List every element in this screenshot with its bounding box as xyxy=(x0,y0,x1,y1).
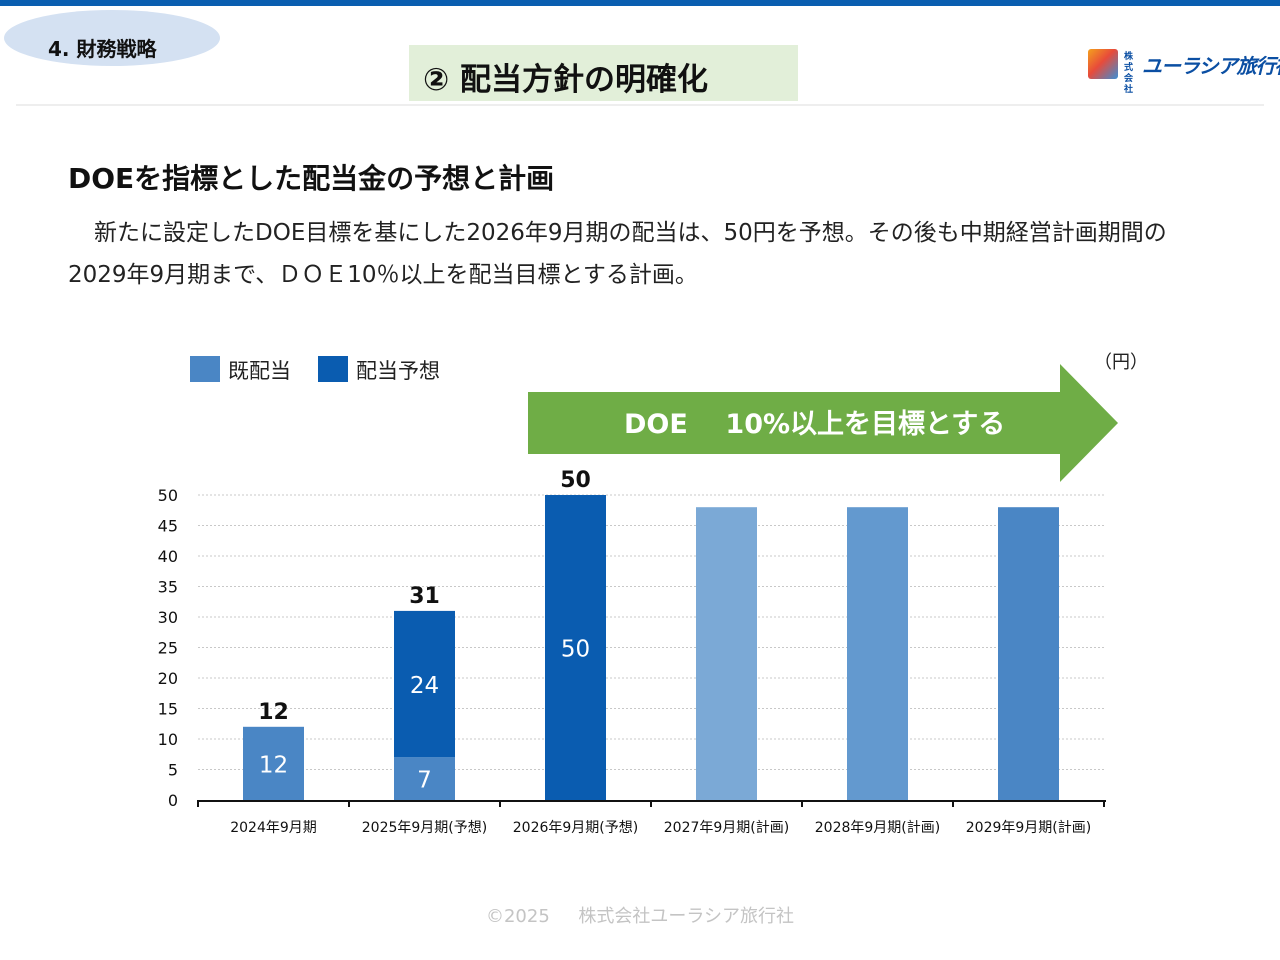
total-value-label: 50 xyxy=(560,468,591,493)
y-tick-label: 15 xyxy=(158,700,178,719)
bar-planned xyxy=(847,507,908,800)
bar-planned xyxy=(998,507,1059,800)
y-tick-label: 20 xyxy=(158,669,178,688)
logo-text: ユーラシア旅行社 xyxy=(1142,54,1280,78)
page-title: ② 配当方針の明確化 xyxy=(423,62,709,98)
y-tick-label: 30 xyxy=(158,608,178,627)
y-tick-label: 40 xyxy=(158,547,178,566)
footer-copyright: ©2025 株式会社ユーラシア旅行社 xyxy=(485,906,795,927)
section-heading: DOEを指標とした配当金の予想と計画 xyxy=(68,162,555,195)
x-category-label: 2027年9月期(計画) xyxy=(664,820,789,836)
x-category-label: 2025年9月期(予想) xyxy=(362,820,487,836)
y-tick-label: 10 xyxy=(158,730,178,749)
logo-small-text: 株式会社 xyxy=(1124,52,1134,95)
total-value-label: 12 xyxy=(258,700,289,725)
doe-target-arrow xyxy=(528,364,1118,482)
section-badge xyxy=(4,10,220,66)
bar-paid xyxy=(394,757,455,800)
y-tick-label: 25 xyxy=(158,639,178,658)
section-label: 4. 財務戦略 xyxy=(48,37,157,61)
bar-forecast xyxy=(394,610,455,758)
x-category-label: 2026年9月期(予想) xyxy=(513,820,638,836)
x-category-label: 2028年9月期(計画) xyxy=(815,820,940,836)
company-logo: 株式会社 ユーラシア旅行社 xyxy=(1088,47,1280,95)
legend-label-paid: 既配当 xyxy=(228,359,291,383)
y-tick-label: 0 xyxy=(168,791,178,810)
legend-swatch-forecast xyxy=(318,356,348,382)
legend-swatch-paid xyxy=(190,356,220,382)
bar-forecast xyxy=(545,495,606,800)
y-tick-label: 50 xyxy=(158,486,178,505)
top-accent-bar xyxy=(0,0,1280,6)
y-tick-label: 5 xyxy=(168,761,178,780)
segment-value-label: 12 xyxy=(259,752,288,778)
body-paragraph: 新たに設定したDOE目標を基にした2026年9月期の配当は、50円を予想。その後… xyxy=(68,220,1167,288)
page-title-box: ② 配当方針の明確化 xyxy=(409,45,798,101)
header-divider xyxy=(16,104,1264,106)
legend-label-forecast: 配当予想 xyxy=(356,359,440,383)
segment-value-label: 7 xyxy=(417,768,432,794)
doe-target-text: DOE 10%以上を目標とする xyxy=(624,409,1006,440)
y-tick-label: 45 xyxy=(158,517,178,536)
total-value-label: 31 xyxy=(409,584,440,609)
unit-label: （円） xyxy=(1094,352,1148,373)
bar-planned xyxy=(696,507,757,800)
logo-icon xyxy=(1088,49,1118,79)
segment-value-label: 24 xyxy=(410,673,439,699)
x-category-label: 2024年9月期 xyxy=(230,820,317,836)
segment-value-label: 50 xyxy=(561,637,590,663)
y-tick-label: 35 xyxy=(158,578,178,597)
bar-paid xyxy=(243,726,304,800)
x-category-label: 2029年9月期(計画) xyxy=(966,820,1091,836)
